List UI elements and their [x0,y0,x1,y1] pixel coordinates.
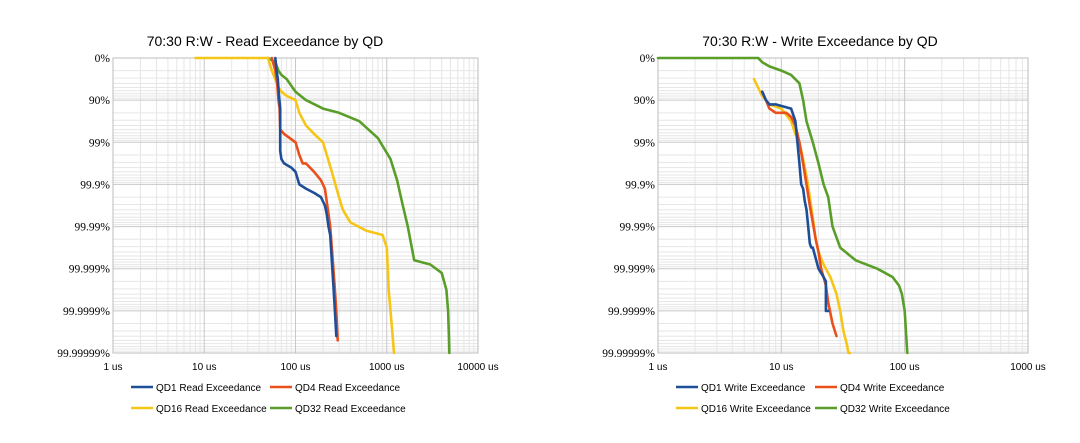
legend-label: QD1 Read Exceedance [156,383,262,394]
legend-label: QD4 Read Exceedance [295,383,401,394]
y-tick-label: 99.9% [80,179,110,191]
y-tick-label: 99.99% [75,222,111,234]
legend-entry-qd32: QD32 Write Exceedance [815,404,950,415]
legend-entry-qd32: QD32 Read Exceedance [270,404,406,415]
y-tick-label: 99.9999% [608,306,655,318]
x-tick-label: 1000 us [1010,362,1046,373]
legend-label: QD32 Write Exceedance [840,404,950,415]
series-line-qd1 [273,56,338,338]
series-line-qd32 [656,56,909,355]
legend-label: QD32 Read Exceedance [295,404,406,415]
write-chart-svg: 70:30 R:W - Write Exceedance by QD 0% 90% 9… [602,33,1046,415]
legend-entry-qd16: QD16 Write Exceedance [676,404,811,415]
legend-entry-qd4: QD4 Read Exceedance [270,383,401,394]
y-tick-label: 99.99999% [57,348,110,360]
y-tick-label: 99.9% [625,179,655,191]
legend-entry-qd16: QD16 Read Exceedance [131,404,267,415]
legend-label: QD4 Write Exceedance [840,383,945,394]
legend-entry-qd1: QD1 Read Exceedance [131,383,262,394]
read-chart-svg: 70:30 R:W - Read Exceedance by QD 0% 90% 99… [57,33,498,415]
x-tick-label: 10 us [192,362,216,373]
y-tick-label: 90% [89,95,111,107]
y-tick-label: 99% [634,137,656,149]
y-tick-label: 99.99999% [602,348,655,360]
read-exceedance-chart: 70:30 R:W - Read Exceedance by QD 0% 90% 99… [57,33,498,415]
y-tick-label: 99.99% [620,222,656,234]
y-tick-label: 99.9999% [63,306,110,318]
plot-border [112,57,479,354]
legend-entry-qd4: QD4 Write Exceedance [815,383,945,394]
y-tick-label: 99.999% [614,264,656,276]
x-tick-label: 10 us [769,362,793,373]
x-tick-label: 10000 us [457,362,498,373]
y-tick-label: 90% [634,95,656,107]
series-line-qd32 [266,56,451,355]
x-tick-label: 1 us [104,362,123,373]
chart-title: 70:30 R:W - Read Exceedance by QD [147,33,384,49]
x-tick-label: 100 us [890,362,920,373]
plot-border [657,57,1029,354]
legend-label: QD16 Write Exceedance [701,404,811,415]
y-tick-label: 0% [95,53,111,65]
y-tick-label: 99% [89,137,111,149]
legend-entry-qd1: QD1 Write Exceedance [676,383,806,394]
chart-title: 70:30 R:W - Write Exceedance by QD [702,33,938,49]
legend-label: QD1 Write Exceedance [701,383,806,394]
x-tick-label: 1 us [649,362,668,373]
legend-label: QD16 Read Exceedance [156,404,267,415]
y-tick-label: 0% [640,53,656,65]
x-tick-label: 1000 us [369,362,405,373]
x-tick-label: 100 us [280,362,310,373]
write-exceedance-chart: 70:30 R:W - Write Exceedance by QD 0% 90% 9… [540,0,1080,443]
series-line-qd16 [194,56,396,355]
series-line-qd1 [760,90,830,313]
y-tick-label: 99.999% [69,264,111,276]
